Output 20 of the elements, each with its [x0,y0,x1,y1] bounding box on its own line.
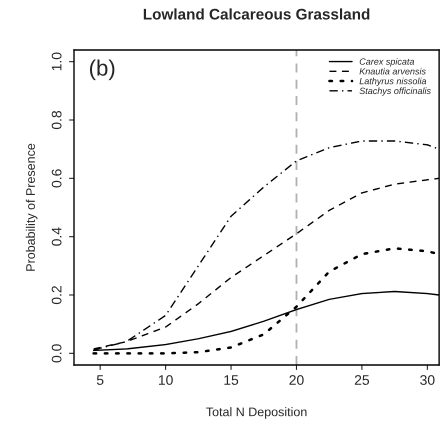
x-tick-label: 15 [224,375,238,385]
annotation: (b) [90,59,114,80]
legend-label: Knautia arvensis [360,68,426,75]
y-tick-label: 0.0 [52,344,62,362]
legend-label: Stachys officinalis [360,87,431,96]
x-tick-label: 30 [420,375,435,385]
y-tick-label: 0.2 [52,286,62,304]
y-tick-label: 1.0 [52,52,62,70]
chart-title: Lowland Calcareous Grassland [144,8,370,20]
legend-label: Lathyrus nissolia [360,78,426,86]
x-tick-label: 10 [158,375,173,385]
x-tick-label: 20 [289,375,304,385]
x-tick-label: 25 [354,375,370,385]
y-tick-label: 0.8 [52,110,62,130]
x-tick-label: 5 [96,375,104,385]
legend-label: Carex spicata [360,58,414,67]
y-tick-label: 0.6 [52,169,62,188]
y-axis-title: Probability of Presence [26,144,38,271]
x-axis-title: Total N Deposition [206,407,306,419]
y-tick-label: 0.4 [52,227,62,246]
